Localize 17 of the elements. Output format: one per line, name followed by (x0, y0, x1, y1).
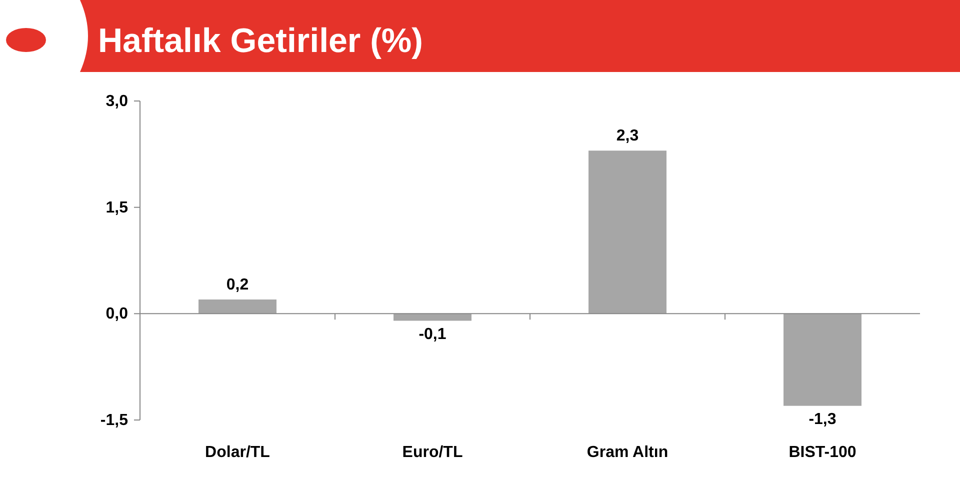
data-label: 2,3 (616, 128, 639, 145)
y-tick-label: 1,5 (106, 199, 128, 216)
x-tick-label: Gram Altın (586, 444, 668, 461)
data-label: -0,1 (418, 326, 446, 343)
bar (784, 314, 862, 406)
data-label: 0,2 (226, 276, 249, 294)
chart-title: Haftalık Getiriler (%) (98, 22, 423, 60)
x-tick-label: Euro/TL (402, 444, 463, 461)
y-tick-label: 3,0 (106, 93, 128, 110)
data-label: -1,3 (808, 410, 836, 428)
bar (588, 150, 666, 314)
bar (394, 314, 472, 321)
x-tick-label: BIST-100 (788, 444, 856, 461)
y-tick-label: 0,0 (106, 306, 128, 323)
y-tick-label: -1,5 (100, 412, 128, 429)
bar (198, 299, 276, 314)
x-tick-label: Dolar/TL (205, 444, 270, 461)
